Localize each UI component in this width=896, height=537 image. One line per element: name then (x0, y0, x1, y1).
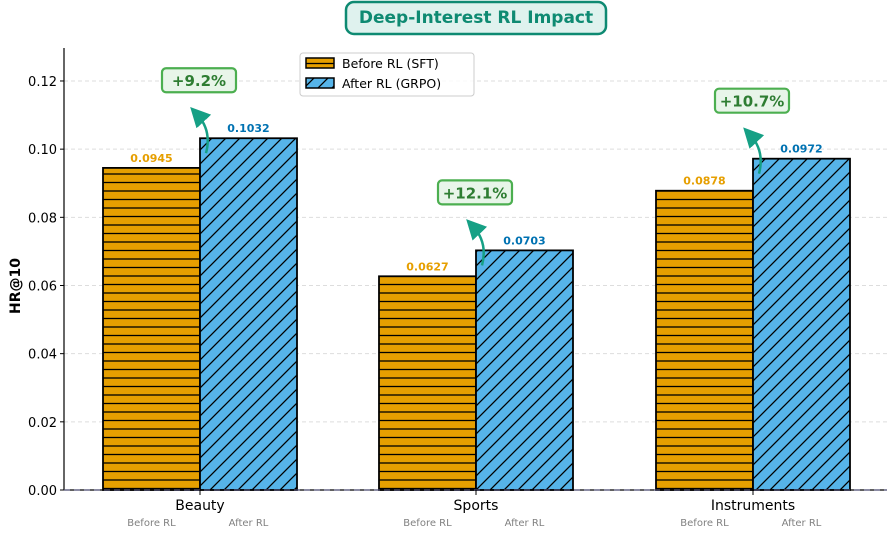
legend-swatch (305, 57, 335, 69)
y-tick-label: 0.04 (28, 348, 57, 363)
bar-beauty-before (102, 166, 201, 491)
improvement-annotation: +9.2% (160, 67, 238, 94)
data-label: 0.1032 (227, 122, 269, 135)
chart-title-text: Deep-Interest RL Impact (359, 8, 593, 28)
data-label: 0.0878 (683, 175, 725, 188)
bar-sports-before (378, 275, 477, 491)
bar-sublabel: Before RL (127, 518, 176, 529)
improvement-arrow (743, 127, 765, 175)
y-tick-label: 0.00 (28, 484, 57, 499)
y-tick-label: 0.02 (28, 416, 57, 431)
bar-sublabel: Before RL (403, 518, 452, 529)
bar-instruments-before (655, 189, 754, 491)
bar-sublabel: After RL (505, 518, 545, 529)
chart-title: Deep-Interest RL Impact (344, 0, 608, 36)
bar-beauty-after (199, 137, 298, 491)
y-tick-label: 0.12 (28, 75, 57, 90)
x-tick-label: Instruments (711, 498, 795, 514)
x-tick-label: Sports (454, 498, 499, 514)
svg-text:+9.2%: +9.2% (172, 72, 226, 90)
legend-swatch (305, 77, 335, 89)
svg-text:+10.7%: +10.7% (720, 93, 785, 111)
data-label: 0.0627 (406, 260, 448, 273)
bar-sublabel: Before RL (680, 518, 729, 529)
y-tick-label: 0.10 (28, 143, 57, 158)
legend: Before RL (SFT) After RL (GRPO) (299, 52, 475, 97)
bar-sports-after (475, 249, 574, 491)
bar-instruments-after (752, 157, 851, 491)
x-tick-label: Beauty (175, 498, 224, 514)
y-axis-label: HR@10 (8, 258, 24, 314)
svg-text:+12.1%: +12.1% (443, 184, 508, 202)
y-tick-label: 0.06 (28, 279, 57, 294)
bar-sublabel: After RL (782, 518, 822, 529)
legend-entry: After RL (GRPO) (342, 76, 441, 91)
data-label: 0.0945 (130, 152, 172, 165)
improvement-arrow (190, 106, 212, 154)
bar-sublabel: After RL (229, 518, 269, 529)
improvement-annotation: +10.7% (713, 87, 791, 114)
data-label: 0.0703 (503, 234, 545, 247)
improvement-annotation: +12.1% (436, 179, 514, 206)
improvement-arrow (466, 219, 488, 266)
legend-box (299, 52, 475, 97)
legend-entry: Before RL (SFT) (342, 56, 439, 71)
y-tick-label: 0.08 (28, 211, 57, 226)
data-label: 0.0972 (780, 143, 822, 156)
